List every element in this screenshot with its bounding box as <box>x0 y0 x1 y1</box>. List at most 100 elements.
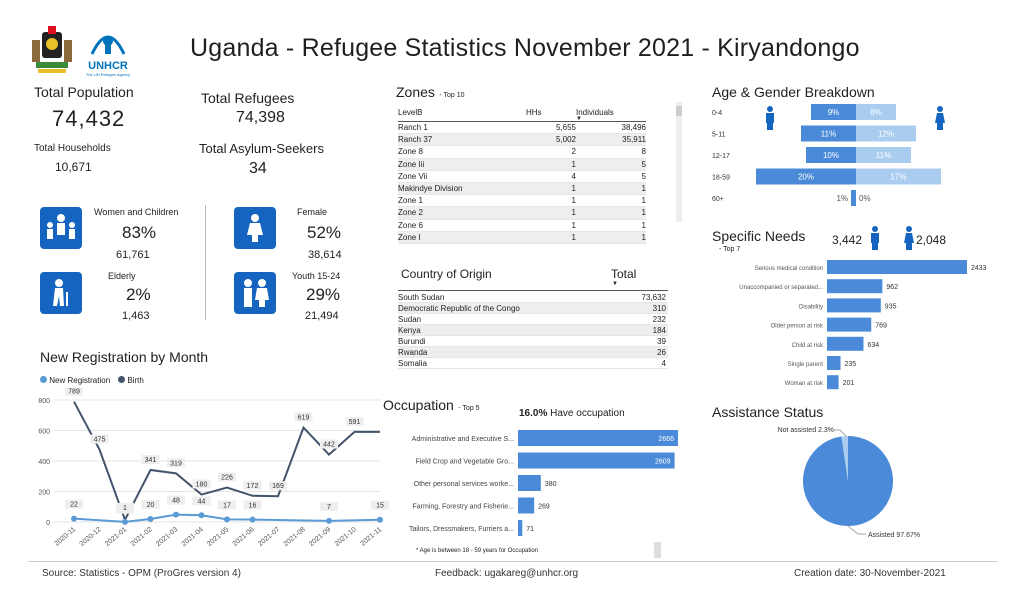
male-pct-label: 20% <box>798 173 814 182</box>
registration-point[interactable] <box>377 516 383 523</box>
legend-birth[interactable]: Birth <box>118 376 144 385</box>
zones-scrollbar-thumb[interactable] <box>676 106 682 116</box>
elderly-pct: 2% <box>126 285 151 304</box>
registration-point[interactable] <box>147 515 154 522</box>
sort-desc-icon: ▼ <box>576 116 582 122</box>
total-population-value: 74,432 <box>52 106 126 131</box>
table-row[interactable]: South Sudan 73,632 <box>398 292 668 303</box>
table-cell: Sudan <box>398 314 422 324</box>
occupation-label: Other personal services worke... <box>414 481 514 488</box>
occupation-bar <box>518 475 541 491</box>
data-label-bg <box>192 479 211 489</box>
female-pct-label: 17% <box>890 173 906 182</box>
table-row[interactable]: Zone Iii 1 5 <box>398 158 646 171</box>
table-row[interactable]: Burundi 39 <box>398 336 668 347</box>
data-label: 7 <box>327 504 331 511</box>
zones-scrollbar[interactable] <box>676 102 682 222</box>
table-row[interactable]: Zone 1 1 1 <box>398 195 646 208</box>
occupation-bar <box>518 497 535 514</box>
data-label-bg <box>345 416 364 426</box>
have-occupation: 16.0% Have occupation <box>519 408 625 419</box>
female-count: 38,614 <box>308 249 342 261</box>
table-cell: 1 <box>571 220 576 230</box>
y-tick-label: 600 <box>38 429 50 436</box>
table-cell: 5,002 <box>555 135 576 145</box>
table-cell: 1 <box>571 159 576 169</box>
table-row[interactable]: Sudan 232 <box>398 314 668 325</box>
data-label-bg <box>90 434 109 444</box>
occupation-bar <box>518 452 675 469</box>
zones-header-individuals[interactable]: Individuals ▼ <box>576 108 614 122</box>
female-pct-label: 11% <box>876 151 891 160</box>
data-label: 22 <box>70 502 78 509</box>
women-children-count: 61,761 <box>116 249 150 261</box>
registration-point[interactable] <box>173 511 179 518</box>
age-gender-chart: 0-4 9% 8% 5-11 11% 12% 12-17 10% 11% 18-59 20% 17% 6… <box>712 104 941 206</box>
data-label: 15 <box>376 503 384 510</box>
data-label-bg <box>65 499 83 509</box>
data-label: 319 <box>170 460 182 467</box>
table-row[interactable]: Somalia 4 <box>398 358 668 369</box>
female-bar <box>856 125 916 142</box>
occupation-chart: Administrative and Executive S... 2666 Fie… <box>409 430 678 536</box>
table-cell: 5,655 <box>555 123 576 133</box>
table-row[interactable]: Zone 8 2 8 <box>398 146 646 159</box>
y-tick-label: 800 <box>38 398 50 405</box>
registration-point[interactable] <box>326 517 332 524</box>
occupation-label: Farming, Forestry and Fisherie... <box>412 504 514 511</box>
need-label: Older person at risk <box>771 324 824 330</box>
need-value: 769 <box>875 323 887 330</box>
need-label: Disability <box>799 304 823 310</box>
footer-created: Creation date: 30-November-2021 <box>794 568 946 579</box>
registration-point[interactable] <box>122 518 128 525</box>
occupation-scrollbar[interactable] <box>654 542 661 558</box>
male-icon <box>869 226 881 255</box>
unhcr-logo: UNHCR The UN Refugee Agency <box>84 26 132 77</box>
table-cell: Zone Iii <box>398 159 425 169</box>
specific-needs-female-count: 2,048 <box>916 233 947 247</box>
male-bar <box>806 147 856 163</box>
registration-point[interactable] <box>71 515 77 522</box>
data-label-bg <box>218 500 236 510</box>
specific-needs-chart: Serious medical condition 2433 Unaccompani… <box>739 260 987 390</box>
data-label-bg <box>192 496 211 506</box>
data-label-bg <box>116 502 134 512</box>
male-bar <box>811 104 856 120</box>
pie-slice-not-assisted[interactable] <box>841 436 848 481</box>
footer-feedback[interactable]: Feedback: ugakareg@unhcr.org <box>435 568 579 579</box>
table-row[interactable]: Democratic Republic of the Congo 310 <box>398 303 668 314</box>
zones-header-levelb[interactable]: LevelB <box>398 108 423 117</box>
table-row[interactable]: Makindye Division 1 1 <box>398 182 646 196</box>
table-cell: 4 <box>571 171 576 181</box>
male-bar <box>851 190 856 206</box>
data-label-bg <box>141 454 160 464</box>
table-cell: Democratic Republic of the Congo <box>398 303 520 313</box>
data-label-bg <box>294 412 313 422</box>
male-pct-label: 1% <box>836 194 848 203</box>
table-cell: 38,496 <box>621 123 646 133</box>
registration-point[interactable] <box>224 516 230 523</box>
data-label: 172 <box>247 483 259 490</box>
table-row[interactable]: Rwanda 26 <box>398 347 668 358</box>
origin-total-header[interactable]: Total <box>611 267 637 281</box>
table-row[interactable]: Kenya 184 <box>398 325 668 336</box>
table-row[interactable]: Zone Vii 4 5 <box>398 171 646 183</box>
legend-new-registration[interactable]: New Registration <box>40 376 110 385</box>
table-row[interactable]: Zone 2 1 1 <box>398 207 646 220</box>
table-cell: Zone 8 <box>398 147 423 157</box>
pie-label-not-assisted: Not assisted 2.3% <box>778 427 834 434</box>
registration-point[interactable] <box>249 516 256 523</box>
occupation-bar <box>518 430 678 446</box>
registration-point[interactable] <box>198 512 205 519</box>
y-tick-label: 200 <box>38 490 50 497</box>
data-label-bg <box>269 481 287 491</box>
table-row[interactable]: Zone I 1 1 <box>398 231 646 244</box>
table-row[interactable]: Ranch 1 5,655 38,496 <box>398 122 646 135</box>
data-label-bg <box>243 480 262 490</box>
zones-table: LevelB HHs Individuals ▼ Ranch 1 5,655 38,4… <box>398 104 646 244</box>
women-children-icon <box>40 207 82 249</box>
zones-header-hhs[interactable]: HHs <box>526 108 542 117</box>
table-row[interactable]: Ranch 37 5,002 35,911 <box>398 134 646 147</box>
table-row[interactable]: Zone 6 1 1 <box>398 220 646 232</box>
